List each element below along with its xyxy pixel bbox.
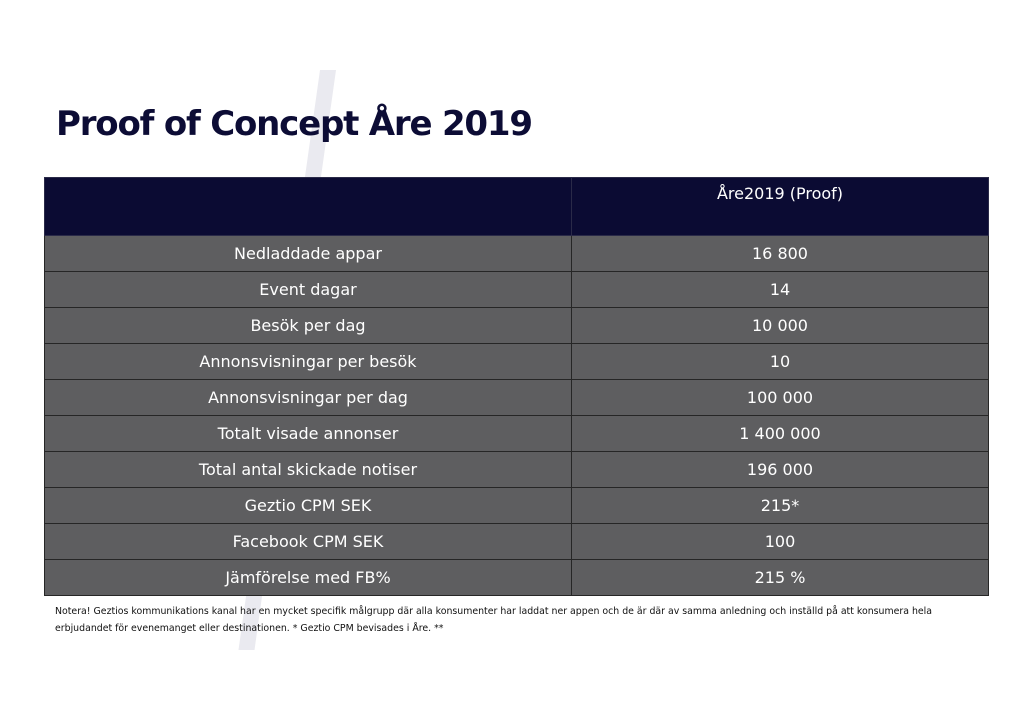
row-label: Annonsvisningar per besök (44, 343, 572, 380)
row-value: 14 (571, 271, 989, 308)
row-value: 1 400 000 (571, 415, 989, 452)
data-table: Åre2019 (Proof) Nedladdade appar 16 800 … (44, 177, 989, 596)
row-value: 10 (571, 343, 989, 380)
table-row: Nedladdade appar 16 800 (44, 235, 989, 272)
row-label: Jämförelse med FB% (44, 559, 572, 596)
row-label: Totalt visade annonser (44, 415, 572, 452)
row-label: Annonsvisningar per dag (44, 379, 572, 416)
row-label: Total antal skickade notiser (44, 451, 572, 488)
table-row: Besök per dag 10 000 (44, 307, 989, 344)
table-row: Event dagar 14 (44, 271, 989, 308)
table-header-row: Åre2019 (Proof) (44, 177, 989, 236)
row-value: 16 800 (571, 235, 989, 272)
table-row: Facebook CPM SEK 100 (44, 523, 989, 560)
footnote: Notera! Geztios kommunikations kanal har… (55, 606, 933, 634)
table-row: Geztio CPM SEK 215* (44, 487, 989, 524)
table-header-cell: Åre2019 (Proof) (571, 177, 989, 236)
row-label: Besök per dag (44, 307, 572, 344)
table-row: Annonsvisningar per besök 10 (44, 343, 989, 380)
row-value: 196 000 (571, 451, 989, 488)
row-label: Facebook CPM SEK (44, 523, 572, 560)
table-header-cell (44, 177, 572, 236)
row-value: 10 000 (571, 307, 989, 344)
table-row: Annonsvisningar per dag 100 000 (44, 379, 989, 416)
table-row: Totalt visade annonser 1 400 000 (44, 415, 989, 452)
row-label: Nedladdade appar (44, 235, 572, 272)
row-value: 215 % (571, 559, 989, 596)
row-label: Event dagar (44, 271, 572, 308)
row-label: Geztio CPM SEK (44, 487, 572, 524)
row-value: 100 (571, 523, 989, 560)
table-row: Total antal skickade notiser 196 000 (44, 451, 989, 488)
page-title: Proof of Concept Åre 2019 (56, 104, 533, 144)
row-value: 215* (571, 487, 989, 524)
table-row: Jämförelse med FB% 215 % (44, 559, 989, 596)
row-value: 100 000 (571, 379, 989, 416)
